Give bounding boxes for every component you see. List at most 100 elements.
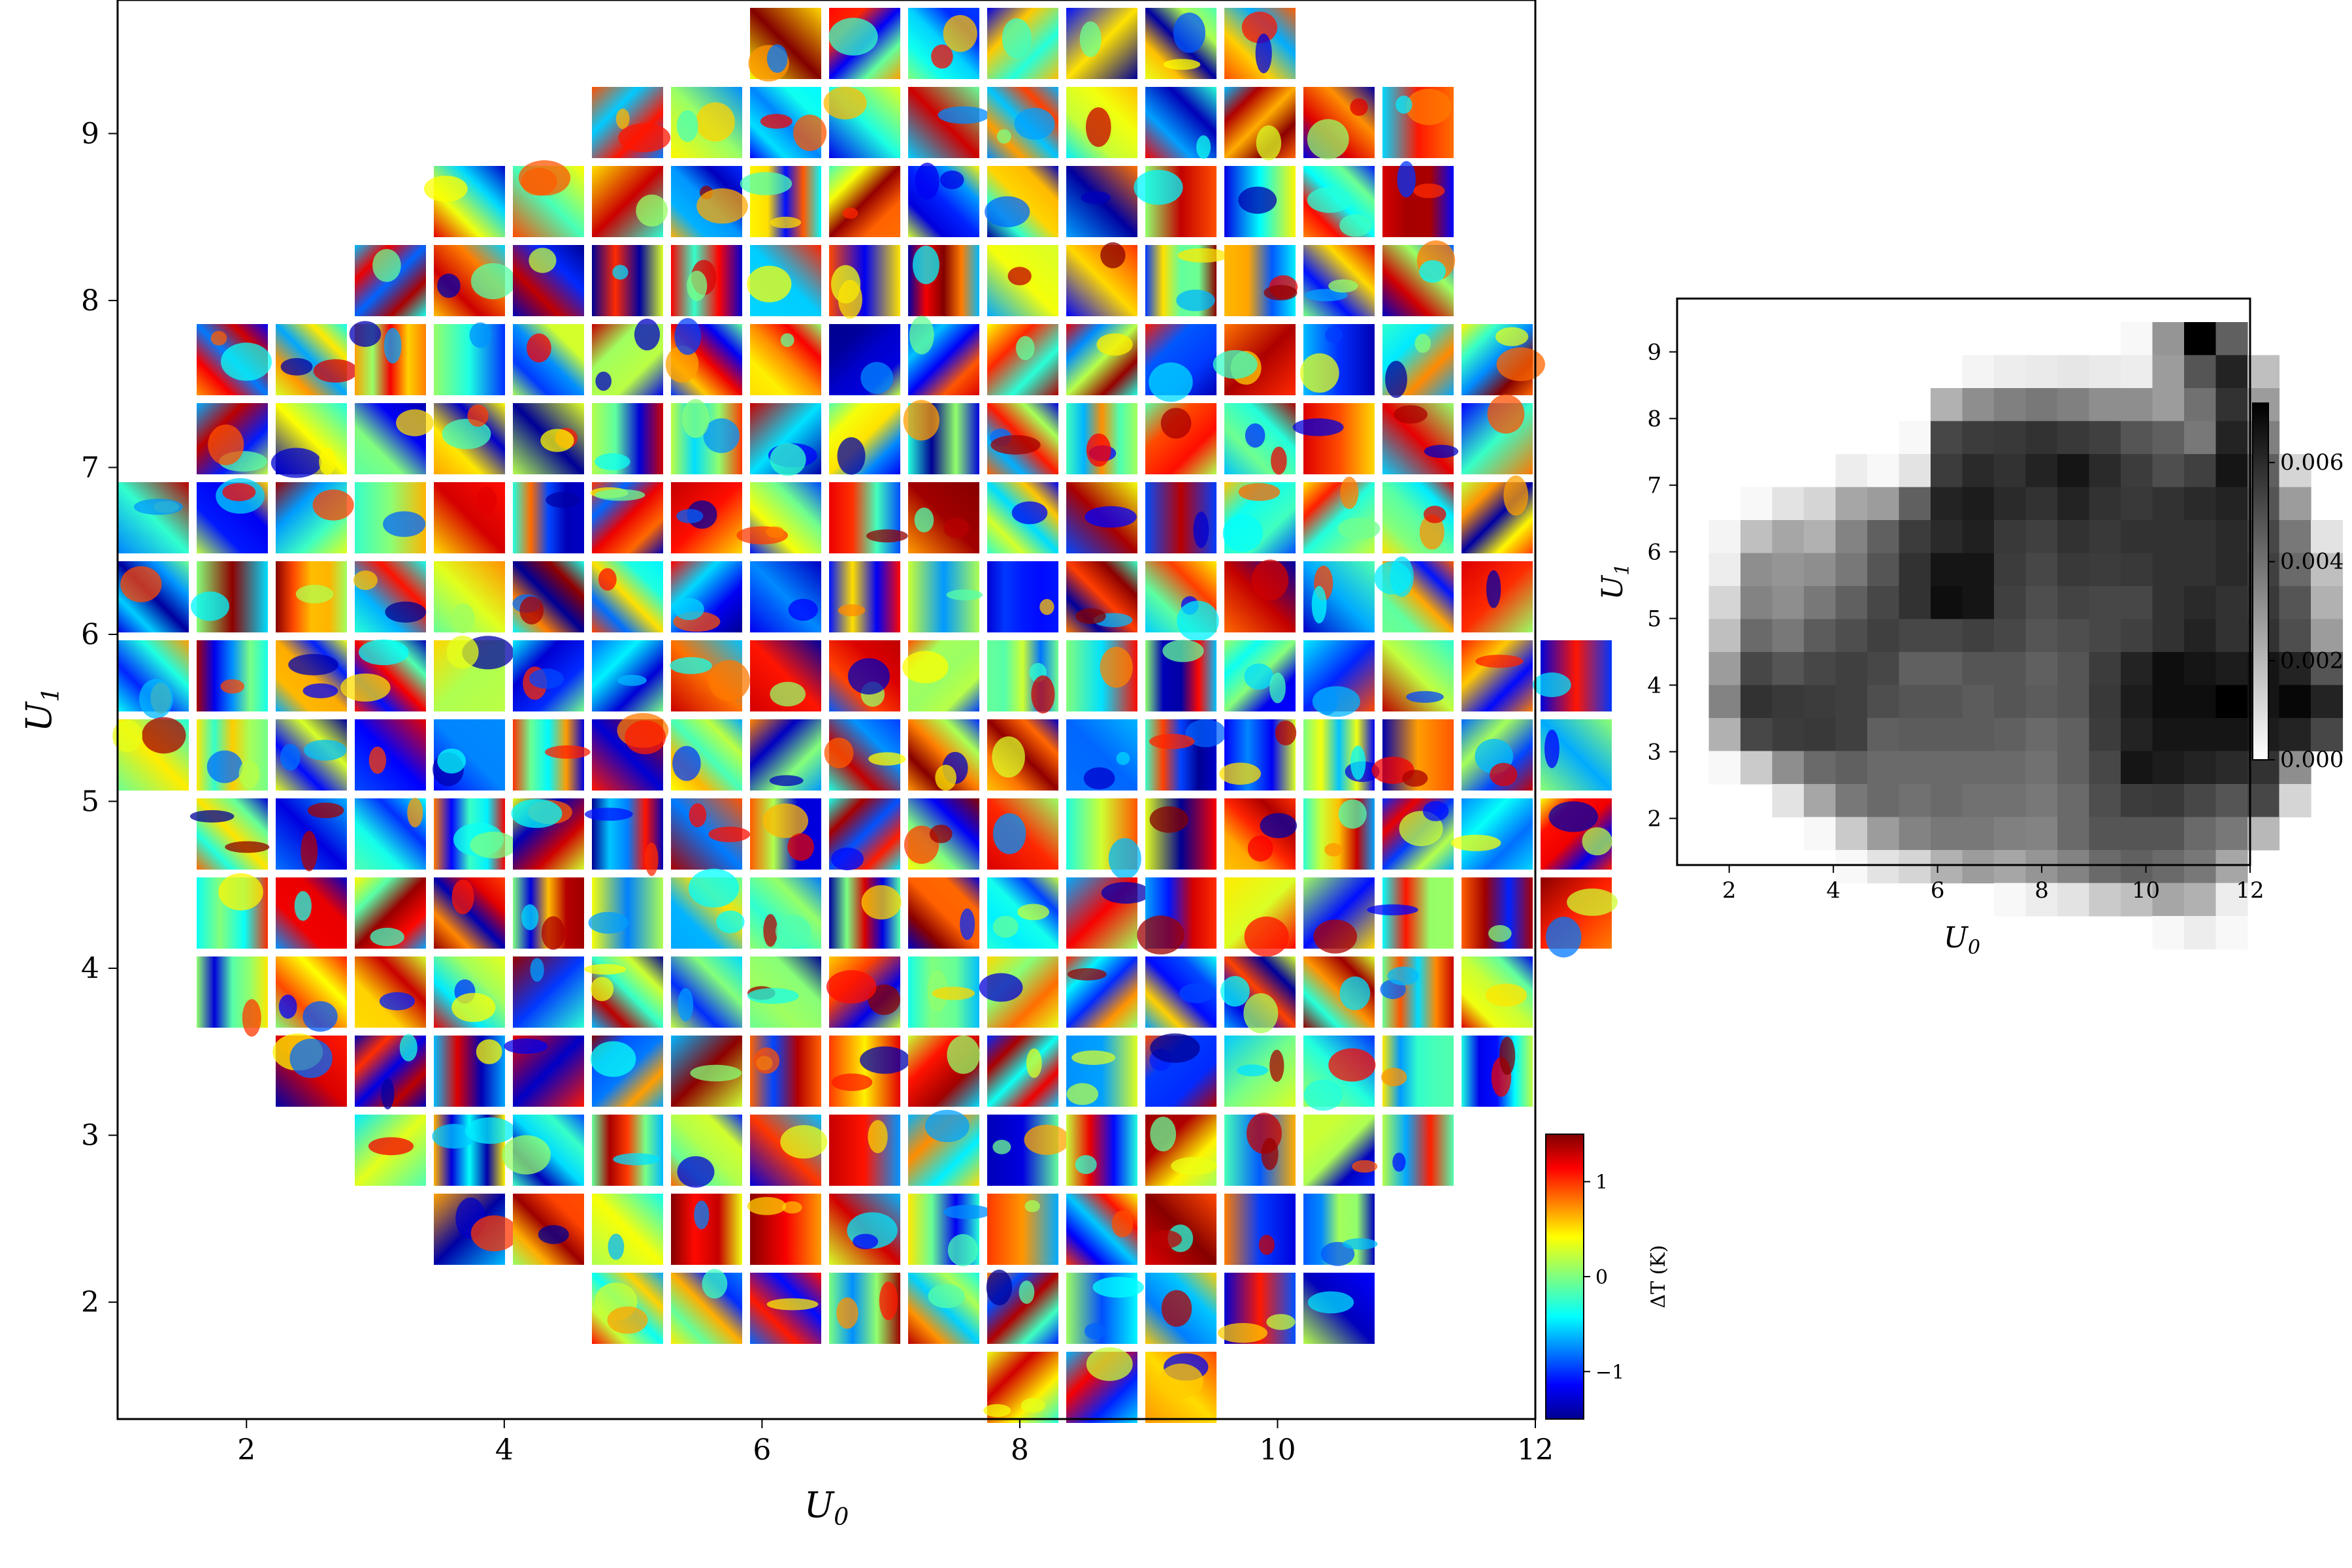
- map-tile: [434, 877, 505, 949]
- map-tile: [829, 798, 900, 871]
- main-x-axis-label: U0: [804, 1484, 849, 1531]
- inset-cell: [2247, 355, 2280, 389]
- inset-cell: [2152, 322, 2185, 356]
- inset-cell: [1772, 718, 1805, 752]
- map-tile: [118, 640, 189, 719]
- inset-cell: [1931, 817, 1963, 851]
- inset-cell: [2121, 784, 2153, 818]
- inset-cell: [2025, 784, 2058, 818]
- map-tile: [908, 561, 983, 632]
- inset-cell: [2057, 586, 2090, 620]
- map-tile: [355, 877, 426, 949]
- map-tile: [823, 86, 900, 158]
- inset-cell: [2215, 883, 2248, 917]
- inset-x-tick-label: 12: [2236, 877, 2264, 904]
- inset-cell: [1931, 850, 1963, 884]
- inset-cell: [1962, 520, 1995, 554]
- map-tile: [747, 245, 821, 316]
- map-tile: [983, 1352, 1058, 1423]
- inset-cell: [2279, 652, 2311, 686]
- main-plot-frame: [116, 0, 1537, 1420]
- inset-cell: [1740, 487, 1773, 521]
- map-tile: [1224, 1194, 1296, 1265]
- inset-cell: [2057, 685, 2090, 719]
- inset-cell: [2057, 817, 2090, 851]
- map-tile: [1066, 640, 1137, 711]
- map-tile: [987, 1036, 1058, 1107]
- inset-cell: [1962, 652, 1995, 686]
- map-tile: [1145, 245, 1228, 316]
- map-tile: [826, 956, 900, 1028]
- map-tile: [671, 399, 742, 474]
- inset-cell: [2089, 850, 2121, 884]
- inset-cell: [1835, 520, 1868, 554]
- inset-cell: [1994, 388, 2027, 422]
- colorbar-ticks: 1 0 −1: [1584, 1171, 1624, 1384]
- map-tile: [276, 482, 354, 553]
- inset-cell: [1835, 619, 1868, 653]
- map-tile: [511, 798, 584, 870]
- inset-cell: [2311, 619, 2344, 653]
- map-tile: [270, 403, 347, 478]
- map-tile: [987, 87, 1058, 158]
- inset-cell: [1804, 784, 1837, 818]
- inset-cell: [2279, 586, 2311, 620]
- inset-cell: [2057, 388, 2090, 422]
- inset-y-tick-label: 9: [1647, 340, 1661, 366]
- inset-y-tick-label: 4: [1647, 673, 1661, 699]
- map-tile: [1382, 798, 1454, 870]
- inset-cell: [1804, 718, 1837, 752]
- map-tile: [355, 1034, 426, 1109]
- map-tile: [592, 318, 663, 395]
- inset-colorbar-tick-label: 0.002: [2280, 647, 2344, 674]
- map-tile: [671, 1115, 742, 1188]
- inset-cell: [2025, 652, 2058, 686]
- y-tick-label: 4: [81, 952, 99, 985]
- inset-cell: [1867, 685, 1900, 719]
- inset-cell: [2089, 487, 2121, 521]
- inset-cell: [2184, 355, 2217, 389]
- map-tile: [1145, 1033, 1217, 1107]
- map-tile: [987, 561, 1058, 632]
- map-tile: [197, 719, 268, 791]
- map-tile: [829, 640, 900, 711]
- inset-cell: [2152, 751, 2185, 785]
- map-tile: [513, 956, 584, 1028]
- inset-cell: [2089, 586, 2121, 620]
- inset-cell: [2215, 817, 2248, 851]
- map-tile: [592, 1115, 663, 1186]
- map-tile: [340, 639, 426, 711]
- map-tile: [197, 478, 268, 553]
- map-tile: [987, 324, 1058, 395]
- inset-cell: [1931, 586, 1963, 620]
- inset-cell: [2025, 388, 2058, 422]
- inset-cell: [1994, 355, 2027, 389]
- inset-gray-map: [1708, 322, 2344, 950]
- map-tile: [592, 166, 668, 237]
- map-tile: [1382, 87, 1454, 158]
- inset-cell: [2089, 619, 2121, 653]
- inset-cell: [2121, 586, 2153, 620]
- inset-cell: [2089, 751, 2121, 785]
- colorbar-label: ΔT (K): [1647, 1245, 1670, 1308]
- inset-cell: [1835, 652, 1868, 686]
- inset-y-axis-label: U1: [1596, 563, 1634, 600]
- inset-cell: [2057, 454, 2090, 488]
- inset-cell: [1740, 718, 1773, 752]
- inset-cell: [1867, 751, 1900, 785]
- map-tile: [1224, 1036, 1296, 1107]
- inset-cell: [2057, 619, 2090, 653]
- inset-cell: [2121, 850, 2153, 884]
- inset-cell: [2152, 784, 2185, 818]
- inset-cell: [2025, 883, 2058, 917]
- map-tile: [829, 324, 900, 395]
- inset-cell: [1931, 619, 1963, 653]
- map-tile: [1066, 956, 1137, 1028]
- inset-cell: [2025, 487, 2058, 521]
- inset-x-tick-label: 4: [1826, 877, 1840, 904]
- map-tile: [434, 1194, 519, 1265]
- map-tile: [829, 245, 900, 319]
- inset-cell: [1994, 454, 2027, 488]
- inset-cell: [1899, 553, 1931, 587]
- inset-cell: [2279, 619, 2311, 653]
